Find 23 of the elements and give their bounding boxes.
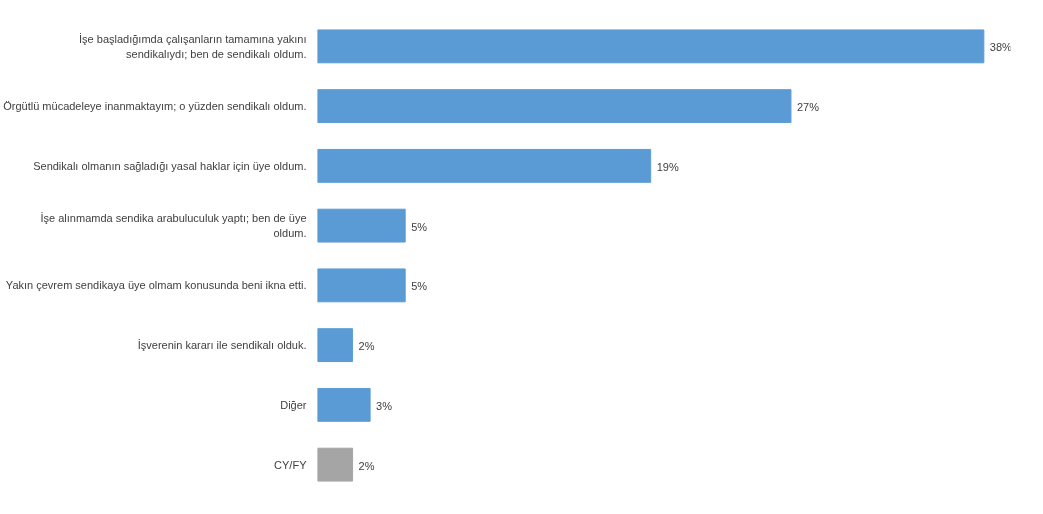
bar [317, 148, 652, 183]
bar [317, 208, 406, 243]
y-tick-label: Örgütlü mücadeleye inanmaktayım; o yüzden sendikalı oldum. [3, 100, 307, 113]
data-label: 2% [358, 340, 375, 353]
bar [317, 268, 406, 303]
bar [317, 447, 354, 482]
y-tick-label: İşe başladığımda çalışanların tamamına yakını sendikalıydı; ben de sendikalı oldum. [79, 33, 307, 60]
data-label: 5% [411, 280, 428, 293]
data-label: 2% [358, 459, 375, 472]
bar [317, 387, 371, 422]
y-tick-label: İşverenin kararı ile sendikalı olduk. [137, 339, 307, 352]
bar [317, 29, 985, 64]
data-label: 3% [376, 399, 393, 412]
y-tick-label: İşe alınmamda sendika arabuluculuk yaptı; ben de üye oldum. [40, 212, 307, 239]
bar [317, 328, 354, 363]
data-label: 19% [656, 160, 679, 173]
data-label: 5% [411, 220, 428, 233]
y-tick-label: Diğer [280, 398, 307, 411]
bar [317, 89, 792, 124]
y-tick-label: CY/FY [274, 458, 308, 471]
data-label: 27% [796, 101, 820, 114]
y-tick-label: Sendikalı olmanın sağladığı yasal haklar için üye oldum. [33, 159, 307, 172]
y-tick-label: Yakın çevrem sendikaya üye olmam konusunda beni ikna etti. [5, 279, 307, 292]
